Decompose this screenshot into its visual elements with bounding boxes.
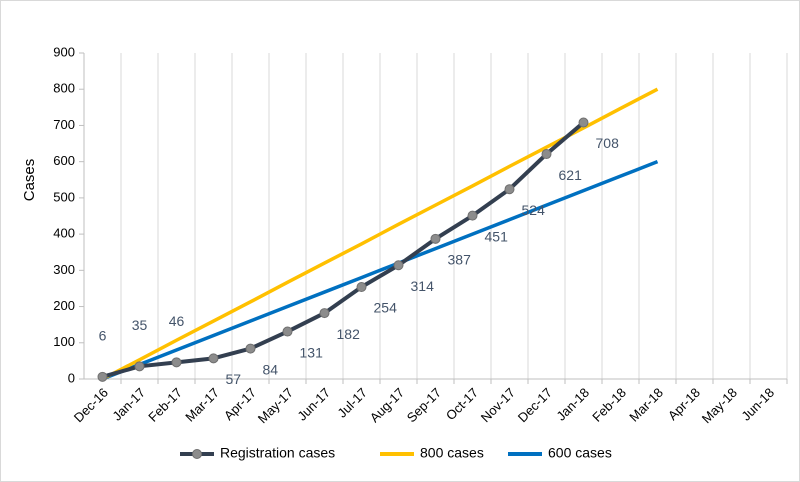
legend-label: 600 cases xyxy=(548,445,612,461)
data-label: 524 xyxy=(522,202,546,218)
data-label: 182 xyxy=(337,326,361,342)
data-label: 621 xyxy=(559,167,583,183)
y-axis-label: Cases xyxy=(21,159,38,202)
data-label: 131 xyxy=(300,344,324,360)
data-label: 314 xyxy=(411,278,435,294)
data-label: 387 xyxy=(448,252,472,268)
y-tick-label: 600 xyxy=(53,153,75,168)
legend-label: 800 cases xyxy=(420,445,484,461)
marker xyxy=(430,233,441,244)
marker xyxy=(245,343,256,354)
marker xyxy=(393,260,404,271)
marker xyxy=(208,353,219,364)
marker xyxy=(134,361,145,372)
y-tick-label: 400 xyxy=(53,226,75,241)
marker xyxy=(578,117,589,128)
data-label: 708 xyxy=(596,135,620,151)
data-label: 451 xyxy=(485,228,509,244)
y-tick-label: 700 xyxy=(53,117,75,132)
series-line xyxy=(101,160,659,381)
y-tick-label: 200 xyxy=(53,298,75,313)
data-label: 35 xyxy=(132,317,148,333)
data-label: 57 xyxy=(226,371,242,387)
marker xyxy=(97,371,108,382)
marker xyxy=(282,326,293,337)
legend-label: Registration cases xyxy=(220,445,335,461)
y-tick-label: 100 xyxy=(53,334,75,349)
marker xyxy=(504,184,515,195)
y-tick-label: 800 xyxy=(53,81,75,96)
series-line xyxy=(101,121,585,379)
y-tick-label: 500 xyxy=(53,189,75,204)
data-label: 6 xyxy=(99,328,107,344)
y-tick-label: 300 xyxy=(53,262,75,277)
marker xyxy=(356,281,367,292)
legend-marker xyxy=(192,449,202,459)
y-tick-label: 0 xyxy=(68,370,75,385)
marker xyxy=(171,357,182,368)
data-label: 46 xyxy=(169,313,185,329)
marker xyxy=(541,149,552,160)
data-label: 84 xyxy=(263,361,279,377)
marker xyxy=(319,308,330,319)
marker xyxy=(467,210,478,221)
data-label: 254 xyxy=(374,300,398,316)
y-tick-label: 900 xyxy=(53,44,75,59)
